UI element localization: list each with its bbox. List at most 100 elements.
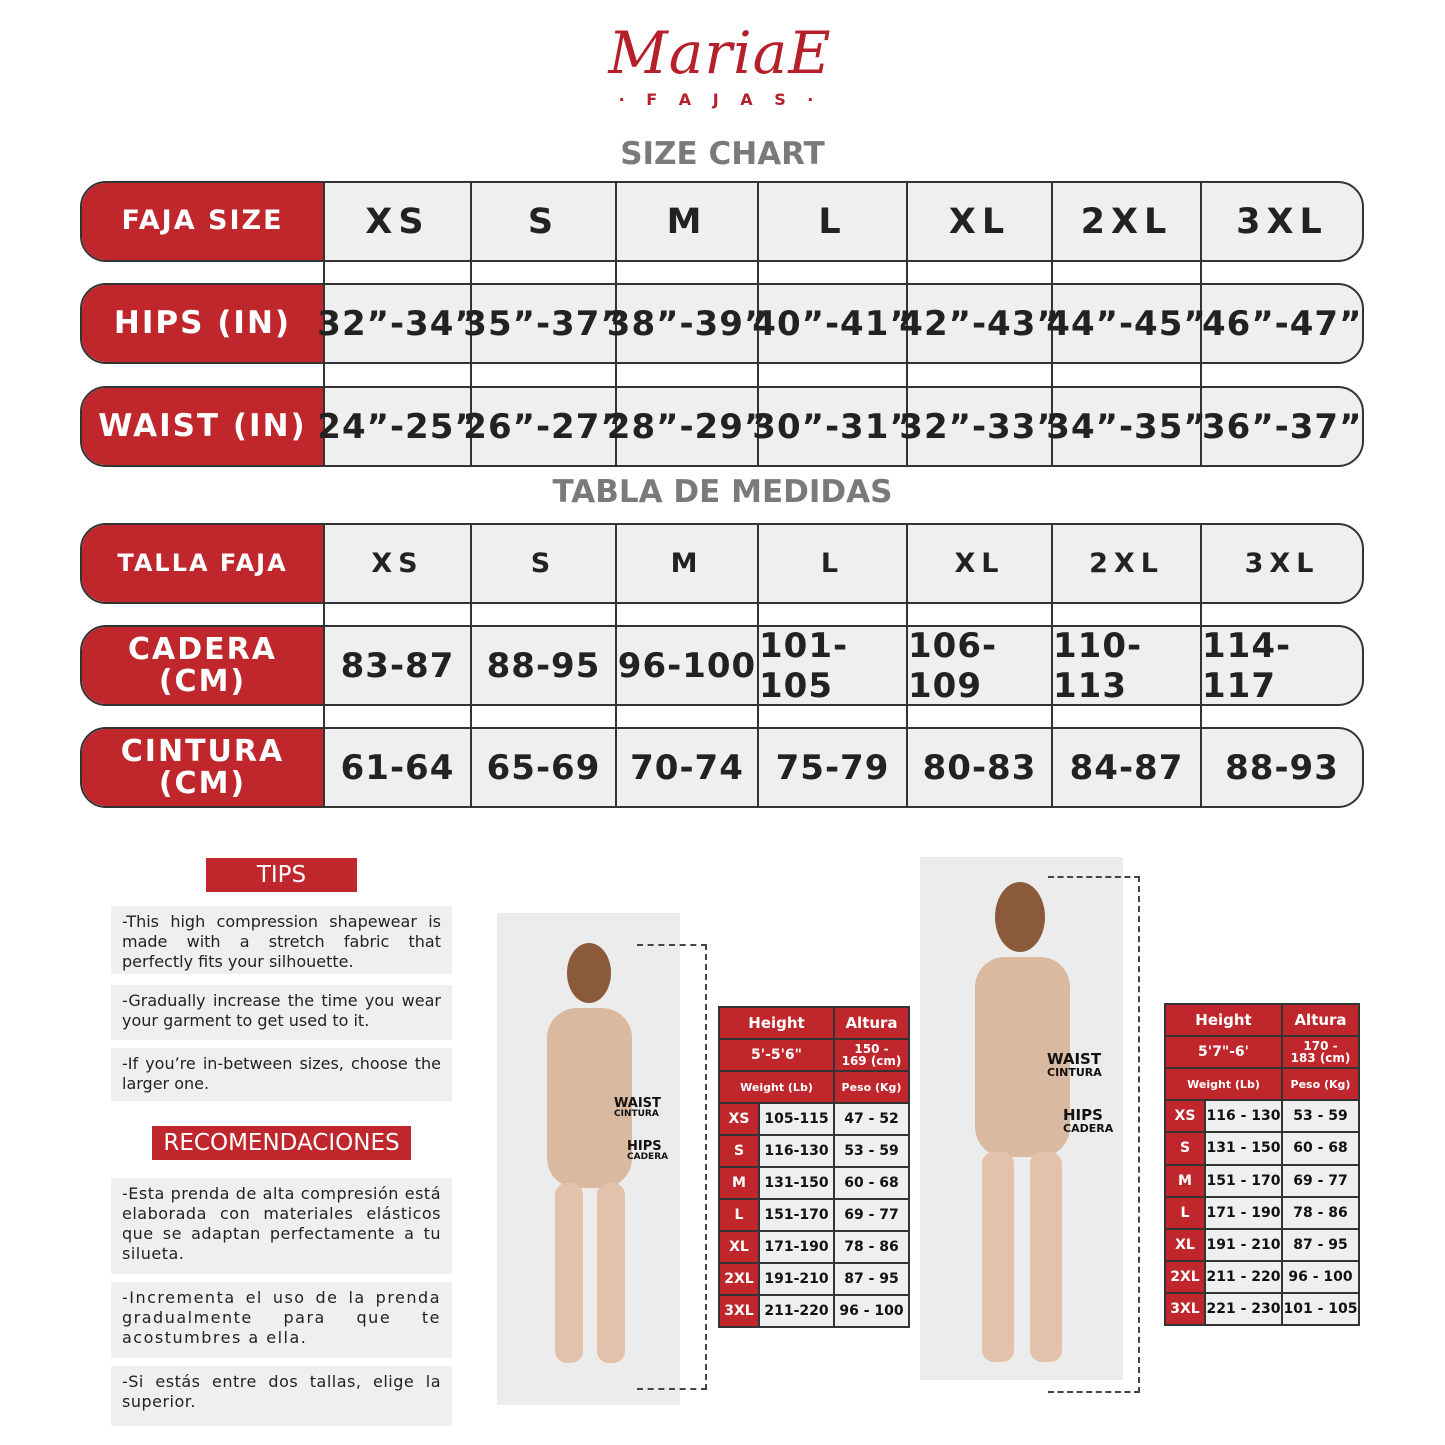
altura-value: 170 - 183 (cm) — [1283, 1037, 1358, 1068]
weight-value: 105-115 — [760, 1104, 833, 1134]
peso-value: 47 - 52 — [835, 1104, 908, 1134]
row-label: FAJA SIZE — [82, 183, 325, 260]
peso-value: 96 - 100 — [1283, 1261, 1358, 1292]
size-cell: 88-93 — [1225, 747, 1339, 788]
size-label: 2XL — [1166, 1261, 1204, 1292]
weight-value: 171 - 190 — [1206, 1197, 1281, 1228]
size-chart-title: SIZE CHART — [620, 136, 825, 172]
tip-item: -This high compression shapewear is made… — [111, 906, 452, 974]
peso-value: 69 - 77 — [1283, 1165, 1358, 1196]
hips-mark: HIPS CADERA — [627, 1139, 669, 1162]
peso-value: 60 - 68 — [835, 1168, 908, 1198]
size-label: L — [720, 1200, 758, 1230]
size-cell: S — [472, 183, 617, 260]
row-separator — [323, 364, 1363, 386]
size-label: S — [720, 1136, 758, 1166]
weight-value: 211-220 — [760, 1296, 833, 1326]
altura-header: Altura — [1283, 1005, 1358, 1036]
peso-value: 96 - 100 — [835, 1296, 908, 1326]
size-cell: S — [472, 525, 617, 602]
size-cell: 106-109 — [908, 627, 1053, 704]
recomendacion-item: -Si estás entre dos tallas, elige la sup… — [111, 1366, 452, 1426]
model-silhouette-icon — [975, 882, 1070, 1362]
weight-height-table: Height Altura 5'-5'6" 150 - 169 (cm) Wei… — [718, 1006, 910, 1328]
size-cell: 34”-35” — [1046, 388, 1206, 465]
measure-dash-line — [1048, 876, 1140, 1393]
size_chart-row: HIPS (IN) 32”-34” 35”-37” 38”-39” 40”-41” 42”… — [80, 283, 1364, 364]
peso-value: 60 - 68 — [1283, 1133, 1358, 1164]
model-photo — [920, 857, 1123, 1380]
model-silhouette-icon — [547, 943, 632, 1363]
weight-header: Weight (Lb) — [720, 1072, 833, 1102]
tabla-row: CADERA (CM) 83-87 88-95 96-100 101-105 106-10… — [80, 625, 1364, 706]
tips-heading: TIPS — [206, 858, 357, 892]
size-cell: 114-117 — [1202, 625, 1292, 706]
brand-logo: MariaE · F A J A S · — [600, 8, 840, 128]
row-label: CINTURA (CM) — [82, 729, 325, 806]
peso-value: 53 - 59 — [835, 1136, 908, 1166]
size-cell: 61-64 — [325, 729, 472, 806]
size-cell: XS — [325, 183, 472, 260]
logo-text: MariaE — [608, 19, 832, 87]
measure-dash-line — [637, 944, 707, 1390]
size-cell: 80-83 — [908, 729, 1053, 806]
size-label: 2XL — [720, 1264, 758, 1294]
size-cell: 40”-41” — [752, 285, 912, 362]
peso-value: 78 - 86 — [1283, 1197, 1358, 1228]
peso-value: 87 - 95 — [1283, 1229, 1358, 1260]
size-label: XL — [1166, 1229, 1204, 1260]
recomendaciones-heading: RECOMENDACIONES — [152, 1126, 411, 1160]
size-label: S — [1166, 1133, 1204, 1164]
size-cell: L — [759, 183, 908, 260]
size-cell: 24”-25” — [317, 388, 477, 465]
size-label: XL — [720, 1232, 758, 1262]
size-cell: 32”-33” — [899, 388, 1059, 465]
peso-value: 53 - 59 — [1283, 1101, 1358, 1132]
size-cell: 2XL — [1053, 183, 1202, 260]
size-cell: XL — [908, 183, 1053, 260]
weight-value: 221 - 230 — [1206, 1293, 1281, 1324]
size-cell: 2XL — [1053, 525, 1202, 602]
size-label: M — [1166, 1165, 1204, 1196]
size-cell: M — [617, 525, 759, 602]
waist-mark: WAIST CINTURA — [614, 1096, 661, 1119]
altura-value: 150 - 169 (cm) — [835, 1040, 908, 1070]
size-label: XS — [720, 1104, 758, 1134]
size-cell: 65-69 — [472, 729, 617, 806]
peso-header: Peso (Kg) — [835, 1072, 908, 1102]
row-separator — [323, 262, 1363, 284]
size-cell: 28”-29” — [607, 388, 766, 465]
peso-value: 87 - 95 — [835, 1264, 908, 1294]
weight-value: 131-150 — [760, 1168, 833, 1198]
size-label: XS — [1166, 1101, 1204, 1132]
weight-value: 191-210 — [760, 1264, 833, 1294]
size-cell: 83-87 — [325, 627, 472, 704]
height-header: Height — [720, 1008, 833, 1038]
size-cell: L — [759, 525, 908, 602]
weight-value: 171-190 — [760, 1232, 833, 1262]
size-cell: 110-113 — [1053, 627, 1202, 704]
weight-value: 151 - 170 — [1206, 1165, 1281, 1196]
size-cell: 46”-47” — [1202, 303, 1363, 344]
row-separator — [323, 706, 1363, 728]
tabla-row: CINTURA (CM) 61-64 65-69 70-74 75-79 80-83 84-… — [80, 727, 1364, 808]
weight-height-table: Height Altura 5'7"-6' 170 - 183 (cm) Wei… — [1164, 1003, 1360, 1326]
height-value: 5'-5'6" — [720, 1040, 833, 1070]
row-label: TALLA FAJA — [82, 525, 325, 602]
size-cell: 88-95 — [472, 627, 617, 704]
size-cell: 38”-39” — [607, 285, 766, 362]
size-cell: 30”-31” — [752, 388, 912, 465]
size-cell: 42”-43” — [899, 285, 1059, 362]
size-cell: 3XL — [1244, 548, 1320, 579]
size-cell: 3XL — [1236, 201, 1328, 242]
size_chart-row: FAJA SIZE XS S M L XL 2XL 3XL — [80, 181, 1364, 262]
peso-value: 78 - 86 — [835, 1232, 908, 1262]
recomendacion-item: -Esta prenda de alta compresión está ela… — [111, 1178, 452, 1274]
weight-value: 116-130 — [760, 1136, 833, 1166]
row-label: HIPS (IN) — [82, 285, 325, 362]
size-cell: 32”-34” — [317, 285, 477, 362]
peso-header: Peso (Kg) — [1283, 1069, 1358, 1100]
tabla-title: TABLA DE MEDIDAS — [552, 474, 893, 510]
hips-mark: HIPS CADERA — [1063, 1106, 1114, 1135]
row-separator — [323, 604, 1363, 626]
